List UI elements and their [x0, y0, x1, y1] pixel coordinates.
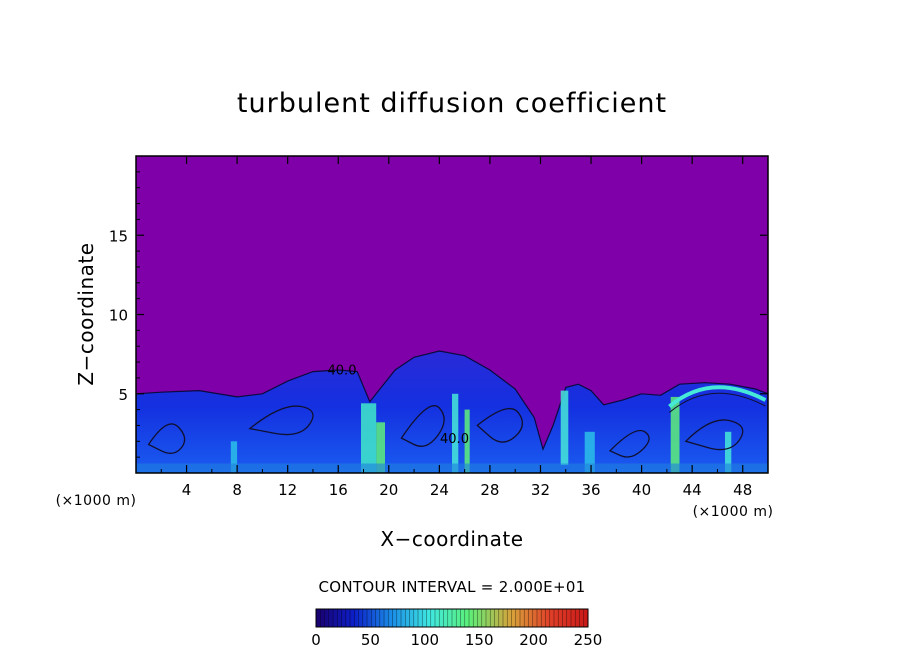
colorbar-tick-label: 50 [361, 631, 380, 649]
plume-streak [452, 393, 459, 473]
x-tick-label: 4 [182, 481, 192, 499]
x-tick-label: 16 [329, 481, 348, 499]
plume-streak [584, 431, 595, 473]
colorbar-tick-label: 100 [410, 631, 439, 649]
plume-streak [725, 431, 732, 473]
plume-streak [464, 409, 470, 473]
x-tick-label: 48 [733, 481, 752, 499]
contour-line [684, 419, 744, 451]
colorbar-tick-label: 150 [465, 631, 494, 649]
y-tick-label: 5 [118, 386, 128, 404]
colorbar-tick-label: 250 [574, 631, 603, 649]
plume-streak [361, 403, 377, 473]
x-tick-label: 36 [581, 481, 600, 499]
colorbar: 0 50 100 150 200 250 [311, 608, 602, 649]
colorbar-tick-label: 0 [311, 631, 321, 649]
surface-band [136, 463, 768, 473]
contour-line [669, 392, 766, 413]
x-tick-label: 44 [683, 481, 702, 499]
x-axis: 4 8 12 16 20 24 28 32 36 40 44 48 [160, 156, 752, 499]
x-unit-label-right: (×1000 m) [693, 504, 774, 520]
x-tick-label: 8 [232, 481, 242, 499]
contour-line [476, 407, 524, 443]
x-tick-label: 24 [430, 481, 449, 499]
y-axis: 5 10 15 [109, 171, 768, 458]
contour-label: 40.0 [440, 432, 469, 447]
colorbar-stripes [319, 609, 585, 627]
contour-label: 40.0 [328, 364, 357, 379]
x-tick-label: 40 [632, 481, 651, 499]
x-tick-label: 28 [480, 481, 499, 499]
plume-streak [670, 396, 680, 473]
plume-streak [376, 422, 385, 473]
x-tick-label: 12 [278, 481, 297, 499]
y-axis-title: Z−coordinate [74, 242, 98, 385]
plume-streak [560, 390, 569, 466]
y-tick-label: 15 [109, 227, 128, 245]
plot-area: 40.0 40.0 [135, 155, 769, 474]
contour-line [248, 405, 314, 436]
y-tick-label: 10 [109, 307, 128, 325]
contour-line [400, 405, 445, 447]
plume-streak [230, 441, 238, 473]
plume-arc [668, 385, 767, 408]
contour-line [608, 429, 650, 458]
colorbar-tick-label: 200 [519, 631, 548, 649]
x-unit-label-left: (×1000 m) [56, 493, 137, 509]
x-tick-label: 32 [531, 481, 550, 499]
plume-features [136, 385, 768, 473]
colorbar-ticks: 0 50 100 150 200 250 [311, 631, 602, 649]
x-axis-title: X−coordinate [380, 527, 523, 551]
contour-line [147, 423, 186, 454]
chart-title: turbulent diffusion coefficient [237, 88, 667, 119]
contour-interval-text: CONTOUR INTERVAL = 2.000E+01 [318, 578, 585, 596]
x-tick-label: 20 [379, 481, 398, 499]
